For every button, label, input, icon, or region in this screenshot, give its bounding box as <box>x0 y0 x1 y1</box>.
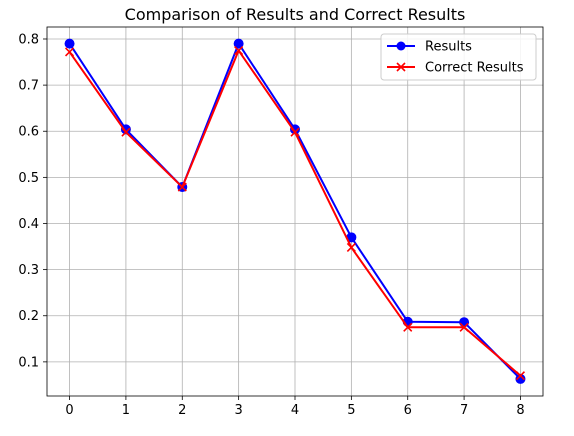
y-tick-label-2: 0.3 <box>18 263 39 278</box>
series-1-point-4 <box>290 127 300 137</box>
x-tick-label-1: 1 <box>122 403 130 418</box>
series-0-point-3 <box>233 38 244 49</box>
x-tick-label-8: 8 <box>516 403 524 418</box>
x-tick-label-7: 7 <box>460 403 468 418</box>
series-1-point-6 <box>403 322 413 332</box>
legend: Results Correct Results <box>380 33 537 81</box>
series-1-point-7 <box>459 322 469 332</box>
legend-marker-1 <box>396 62 406 72</box>
axes: 0 1 2 3 4 5 6 7 8 0.1 0.2 0.3 0.4 0.5 0.6 0.7 0.8 <box>18 26 544 418</box>
y-tick-label-0: 0.1 <box>18 355 39 370</box>
series-1-point-0 <box>64 47 75 57</box>
legend-label-0: Results <box>425 40 472 55</box>
series-1-point-3 <box>234 45 244 56</box>
series-1-point-5 <box>346 242 356 253</box>
y-tick-label-4: 0.5 <box>18 171 39 186</box>
series-1 <box>64 45 526 381</box>
y-tick-label-1: 0.2 <box>18 309 39 324</box>
series-1-point-2 <box>177 182 187 192</box>
series-0-point-1 <box>120 124 131 135</box>
y-tick-label-3: 0.4 <box>18 217 39 232</box>
y-tick-label-7: 0.8 <box>18 32 39 47</box>
x-tick-label-6: 6 <box>404 403 412 418</box>
y-tick-label-6: 0.7 <box>18 79 39 94</box>
series-0-point-7 <box>459 317 470 328</box>
legend-box <box>380 33 537 81</box>
x-tick-label-4: 4 <box>291 403 299 418</box>
series-1-point-8 <box>515 371 526 381</box>
series-1-point-1 <box>121 127 131 137</box>
x-tick-label-5: 5 <box>347 403 355 418</box>
series-layer <box>64 38 526 384</box>
y-tick-label-5: 0.6 <box>18 125 39 140</box>
x-tick-label-3: 3 <box>234 403 242 418</box>
legend-marker-0 <box>396 41 406 51</box>
x-tick-label-0: 0 <box>65 403 73 418</box>
x-tick-label-2: 2 <box>178 403 186 418</box>
chart-title: Comparison of Results and Correct Result… <box>125 5 466 24</box>
legend-label-1: Correct Results <box>425 61 524 76</box>
series-0-point-0 <box>64 38 75 49</box>
